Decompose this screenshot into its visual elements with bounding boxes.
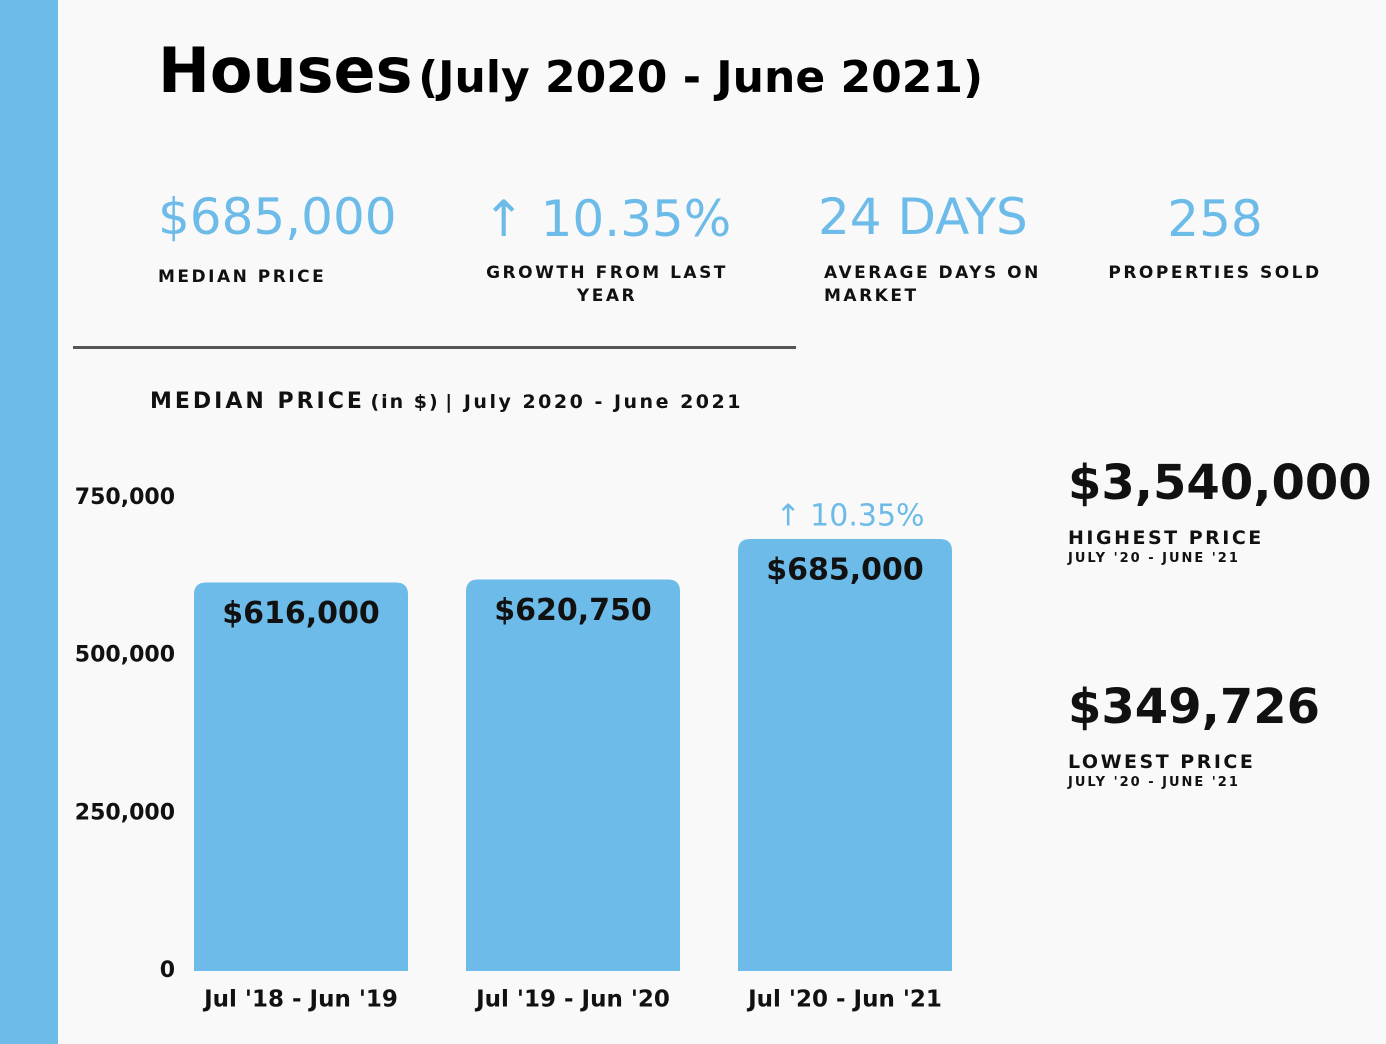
subtitle: (July 2020 - June 2021) bbox=[418, 52, 984, 103]
side-value: $349,726 bbox=[1068, 679, 1321, 735]
page-title: Houses (July 2020 - June 2021) bbox=[158, 34, 983, 107]
side-period: JULY '20 - JUNE '21 bbox=[1068, 775, 1240, 790]
stat-value: 24 DAYS bbox=[818, 188, 1028, 246]
side-value: $3,540,000 bbox=[1068, 455, 1372, 511]
x-tick-label: Jul '20 - Jun '21 bbox=[746, 987, 942, 1013]
x-tick-label: Jul '19 - Jun '20 bbox=[474, 987, 670, 1013]
bar bbox=[194, 582, 408, 971]
chart-title-main: MEDIAN PRICE bbox=[150, 389, 365, 414]
data-label: $616,000 bbox=[222, 596, 380, 631]
stat-value: 258 bbox=[1167, 190, 1263, 248]
bar bbox=[466, 579, 680, 971]
data-label: $685,000 bbox=[766, 552, 924, 587]
stat-label: PROPERTIES SOLD bbox=[1108, 263, 1322, 283]
side-period: JULY '20 - JUNE '21 bbox=[1068, 551, 1240, 566]
stat-value: ↑ 10.35% bbox=[482, 190, 732, 248]
x-tick-label: Jul '18 - Jun '19 bbox=[202, 987, 398, 1013]
chart-subtitle: | July 2020 - June 2021 bbox=[445, 391, 743, 413]
y-tick-label: 0 bbox=[160, 958, 175, 983]
chart-title-note: (in $) bbox=[370, 391, 439, 413]
divider bbox=[73, 346, 796, 349]
y-tick-label: 750,000 bbox=[75, 485, 175, 510]
stat-label: GROWTH FROM LAST YEAR bbox=[486, 263, 728, 306]
stat-label: MEDIAN PRICE bbox=[158, 267, 327, 287]
title: Houses bbox=[158, 34, 413, 107]
annotation: ↑ 10.35% bbox=[775, 498, 924, 533]
chart-title: MEDIAN PRICE (in $) | July 2020 - June 2… bbox=[150, 389, 743, 414]
bar bbox=[738, 538, 952, 971]
side-strip bbox=[0, 0, 58, 1044]
y-tick-label: 500,000 bbox=[75, 643, 175, 668]
stat-value: $685,000 bbox=[158, 188, 397, 246]
side-label: HIGHEST PRICE bbox=[1068, 527, 1264, 549]
y-tick-label: 250,000 bbox=[75, 800, 175, 825]
side-label: LOWEST PRICE bbox=[1068, 751, 1256, 773]
stat-label: AVERAGE DAYS ON MARKET bbox=[824, 263, 1041, 306]
data-label: $620,750 bbox=[494, 593, 652, 628]
